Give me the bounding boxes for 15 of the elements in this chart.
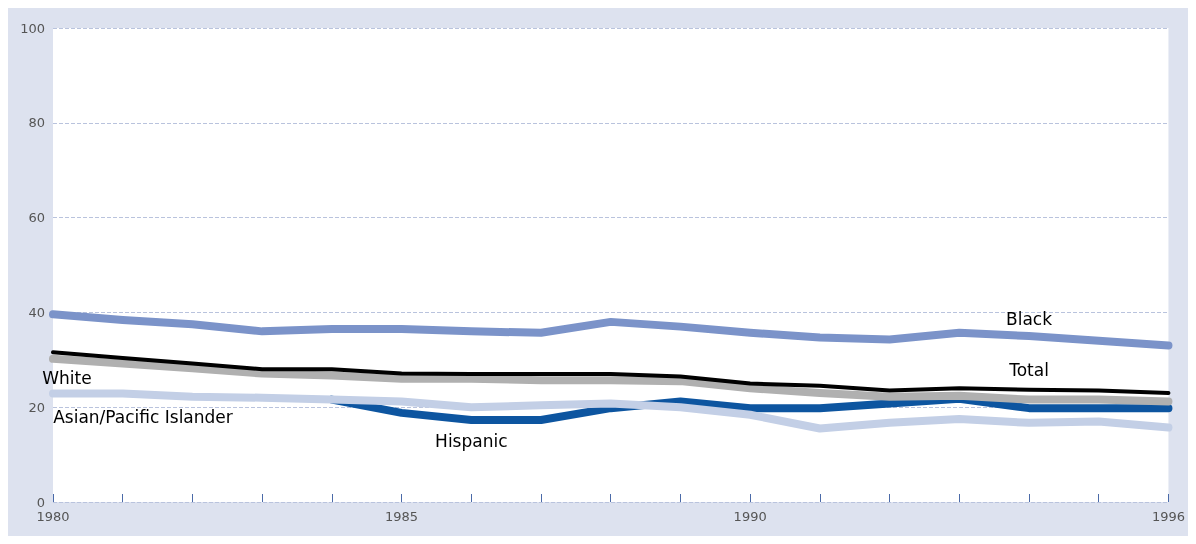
- y-tick-label: 40: [28, 304, 45, 320]
- x-tick-label: 1985: [385, 509, 419, 524]
- series-label: Asian/Pacific Islander: [53, 406, 233, 427]
- series-label: White: [42, 368, 92, 389]
- y-tick-label: 60: [28, 210, 45, 226]
- y-tick-label: 100: [20, 20, 45, 36]
- x-tick-label: 1980: [36, 509, 70, 524]
- x-tick-label: 1990: [733, 509, 767, 524]
- series-label: Black: [1006, 308, 1053, 329]
- y-tick-label: 20: [28, 399, 45, 415]
- x-tick-label: 1996: [1151, 509, 1185, 524]
- y-tick-label: 0: [36, 494, 45, 510]
- y-tick-label: 80: [28, 115, 45, 131]
- series-label: Total: [1008, 360, 1049, 381]
- series-label: Hispanic: [435, 431, 508, 452]
